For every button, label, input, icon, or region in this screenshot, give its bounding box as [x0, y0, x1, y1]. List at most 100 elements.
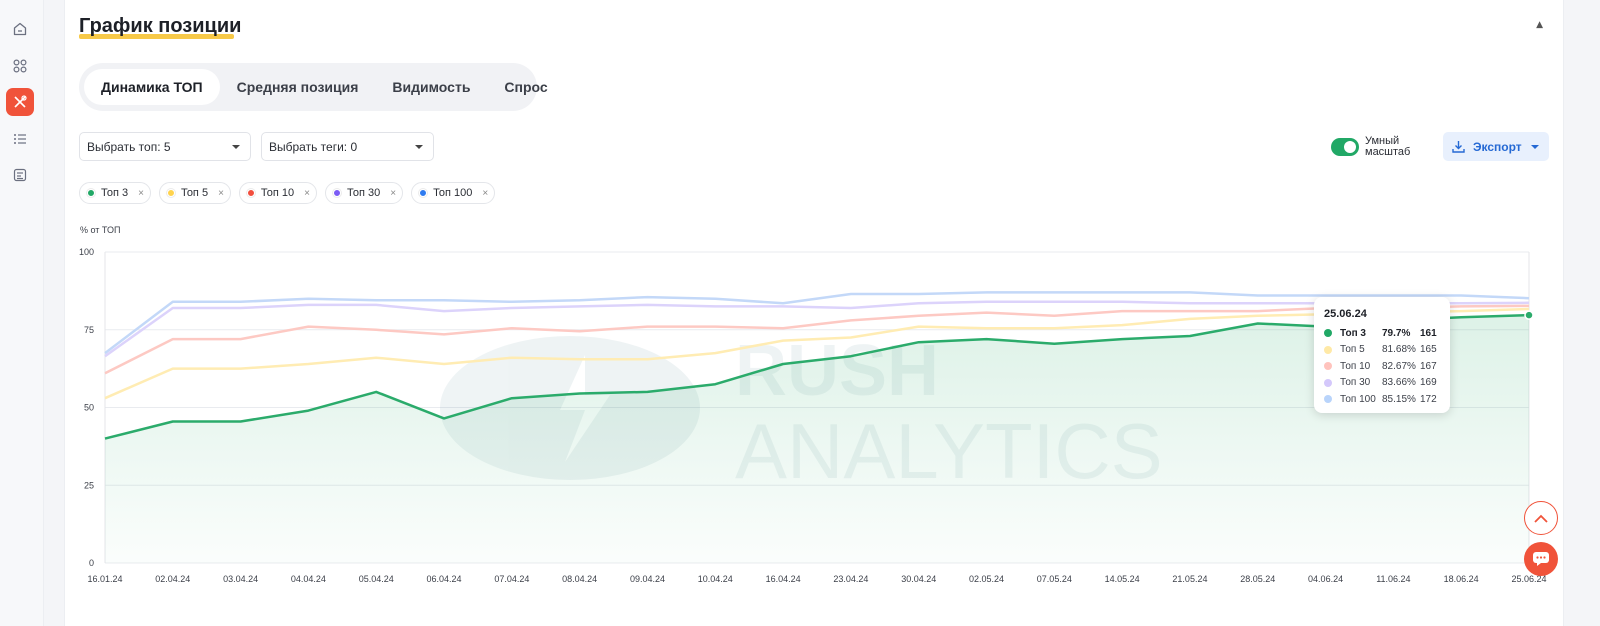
x-tick-label: 16.01.24 [87, 574, 122, 584]
series-color-dot [332, 189, 341, 197]
chevron-down-icon [232, 145, 240, 149]
x-tick-label: 02.04.24 [155, 574, 190, 584]
series-color-dot [419, 189, 428, 197]
x-tick-label: 07.05.24 [1037, 574, 1072, 584]
x-tick-label: 16.04.24 [766, 574, 801, 584]
x-tick-label: 30.04.24 [901, 574, 936, 584]
tooltip-percent: 83.66% [1382, 377, 1416, 388]
scroll-top-button[interactable] [1524, 501, 1558, 535]
close-icon[interactable]: × [482, 187, 489, 199]
tools-icon[interactable] [6, 88, 34, 116]
series-chip[interactable]: Топ 30 × [324, 182, 404, 204]
series-chip[interactable]: Топ 5 × [158, 182, 231, 204]
x-tick-label: 04.04.24 [291, 574, 326, 584]
series-color-dot [1324, 395, 1332, 403]
chart-tooltip: 25.06.24 Топ 3 79.7% 161 Топ 5 81.68% 165 Топ … [1314, 297, 1450, 413]
tooltip-percent: 85.15% [1382, 393, 1416, 405]
tabs: Динамика ТОП Средняя позиция Видимость С… [79, 63, 548, 111]
close-icon[interactable]: × [138, 187, 144, 199]
chip-label: Топ 5 [180, 187, 209, 199]
x-tick-label: 18.06.24 [1444, 574, 1479, 584]
chip-label: Топ 3 [101, 187, 129, 199]
tooltip-count: 172 [1420, 393, 1437, 405]
chip-label: Топ 10 [260, 187, 295, 199]
collapse-icon[interactable]: ▲ [1536, 20, 1543, 30]
tab-top-dynamics[interactable]: Динамика ТОП [84, 69, 220, 105]
download-icon [1452, 141, 1465, 153]
x-tick-label: 21.05.24 [1172, 574, 1207, 584]
tooltip-series-name: Топ 30 [1340, 377, 1371, 388]
series-line [104, 313, 1530, 440]
chat-icon [1533, 552, 1549, 566]
chat-button[interactable] [1524, 542, 1558, 576]
series-color-dot [1324, 329, 1332, 337]
tooltip-series-name: Топ 5 [1340, 344, 1365, 355]
series-chip[interactable]: Топ 3 × [79, 182, 151, 204]
chevron-down-icon [1530, 144, 1539, 149]
x-tick-label: 25.06.24 [1511, 574, 1546, 584]
series-color-dot [1324, 362, 1332, 370]
tooltip-count: 169 [1420, 377, 1437, 388]
series-color-dot [1324, 345, 1332, 354]
y-tick-label: 25 [84, 480, 94, 490]
x-tick-label: 10.04.24 [698, 574, 733, 584]
y-tick-label: 0 [89, 558, 94, 568]
x-tick-label: 08.04.24 [562, 574, 597, 584]
grid-icon[interactable] [6, 52, 34, 80]
series-line [104, 291, 1530, 355]
x-tick-label: 11.06.24 [1376, 574, 1410, 584]
tooltip-row: Топ 3 79.7% 161 [1324, 326, 1444, 340]
x-tick-label: 03.04.24 [223, 574, 258, 584]
tooltip-row: Топ 100 85.15% 172 [1324, 392, 1444, 406]
tooltip-percent: 79.7% [1382, 327, 1411, 339]
tooltip-series-name: Топ 100 [1340, 393, 1376, 405]
x-tick-label: 09.04.24 [630, 574, 665, 584]
home-icon[interactable] [6, 15, 34, 43]
tags-select[interactable]: Выбрать теги: 0 [261, 132, 434, 161]
title-underline [79, 34, 234, 39]
x-tick-label: 06.04.24 [427, 574, 462, 584]
chevron-up-icon [1534, 514, 1548, 523]
tooltip-count: 167 [1420, 360, 1437, 372]
series-chips: Топ 3 × Топ 5 × Топ 10 × Топ 30 × Топ 100 × [79, 182, 496, 204]
tooltip-date: 25.06.24 [1324, 308, 1367, 320]
tags-select-value: Выбрать теги: 0 [269, 139, 358, 154]
series-chip[interactable]: Топ 10 × [238, 182, 317, 204]
series-color-dot [87, 189, 95, 197]
x-tick-label: 05.04.24 [359, 574, 394, 584]
x-tick-label: 07.04.24 [494, 574, 529, 584]
tooltip-series-name: Топ 10 [1340, 360, 1371, 372]
smart-scale-label: Умный масштаб [1365, 135, 1411, 158]
tooltip-series-name: Топ 3 [1340, 327, 1366, 339]
close-icon[interactable]: × [304, 187, 310, 199]
series-line [104, 300, 1530, 358]
tooltip-row: Топ 30 83.66% 169 [1324, 376, 1444, 390]
hover-point [1524, 310, 1534, 320]
tooltip-percent: 82.67% [1382, 360, 1416, 372]
tab-average-position[interactable]: Средняя позиция [236, 79, 359, 95]
sidebar [0, 0, 44, 626]
y-axis-label: % от ТОП [80, 225, 121, 235]
series-line [104, 304, 1530, 375]
y-tick-label: 75 [84, 325, 94, 335]
series-chip[interactable]: Топ 100 × [411, 182, 496, 204]
top-select[interactable]: Выбрать топ: 5 [79, 132, 251, 161]
close-icon[interactable]: × [390, 187, 397, 199]
x-tick-label: 28.05.24 [1240, 574, 1275, 584]
tab-demand[interactable]: Спрос [504, 79, 548, 95]
export-button[interactable]: Экспорт [1443, 132, 1549, 161]
chip-label: Топ 30 [346, 187, 381, 199]
list-icon[interactable] [6, 125, 34, 153]
export-label: Экспорт [1473, 139, 1522, 154]
report-icon[interactable] [6, 161, 34, 189]
chip-label: Топ 100 [433, 187, 473, 199]
tab-visibility[interactable]: Видимость [392, 79, 471, 95]
series-line [104, 307, 1530, 400]
smart-scale-toggle[interactable] [1331, 138, 1359, 156]
y-tick-label: 50 [84, 403, 94, 413]
close-icon[interactable]: × [218, 187, 224, 199]
tooltip-count: 161 [1420, 327, 1437, 339]
tooltip-count: 165 [1420, 344, 1437, 355]
x-tick-label: 23.04.24 [833, 574, 868, 584]
